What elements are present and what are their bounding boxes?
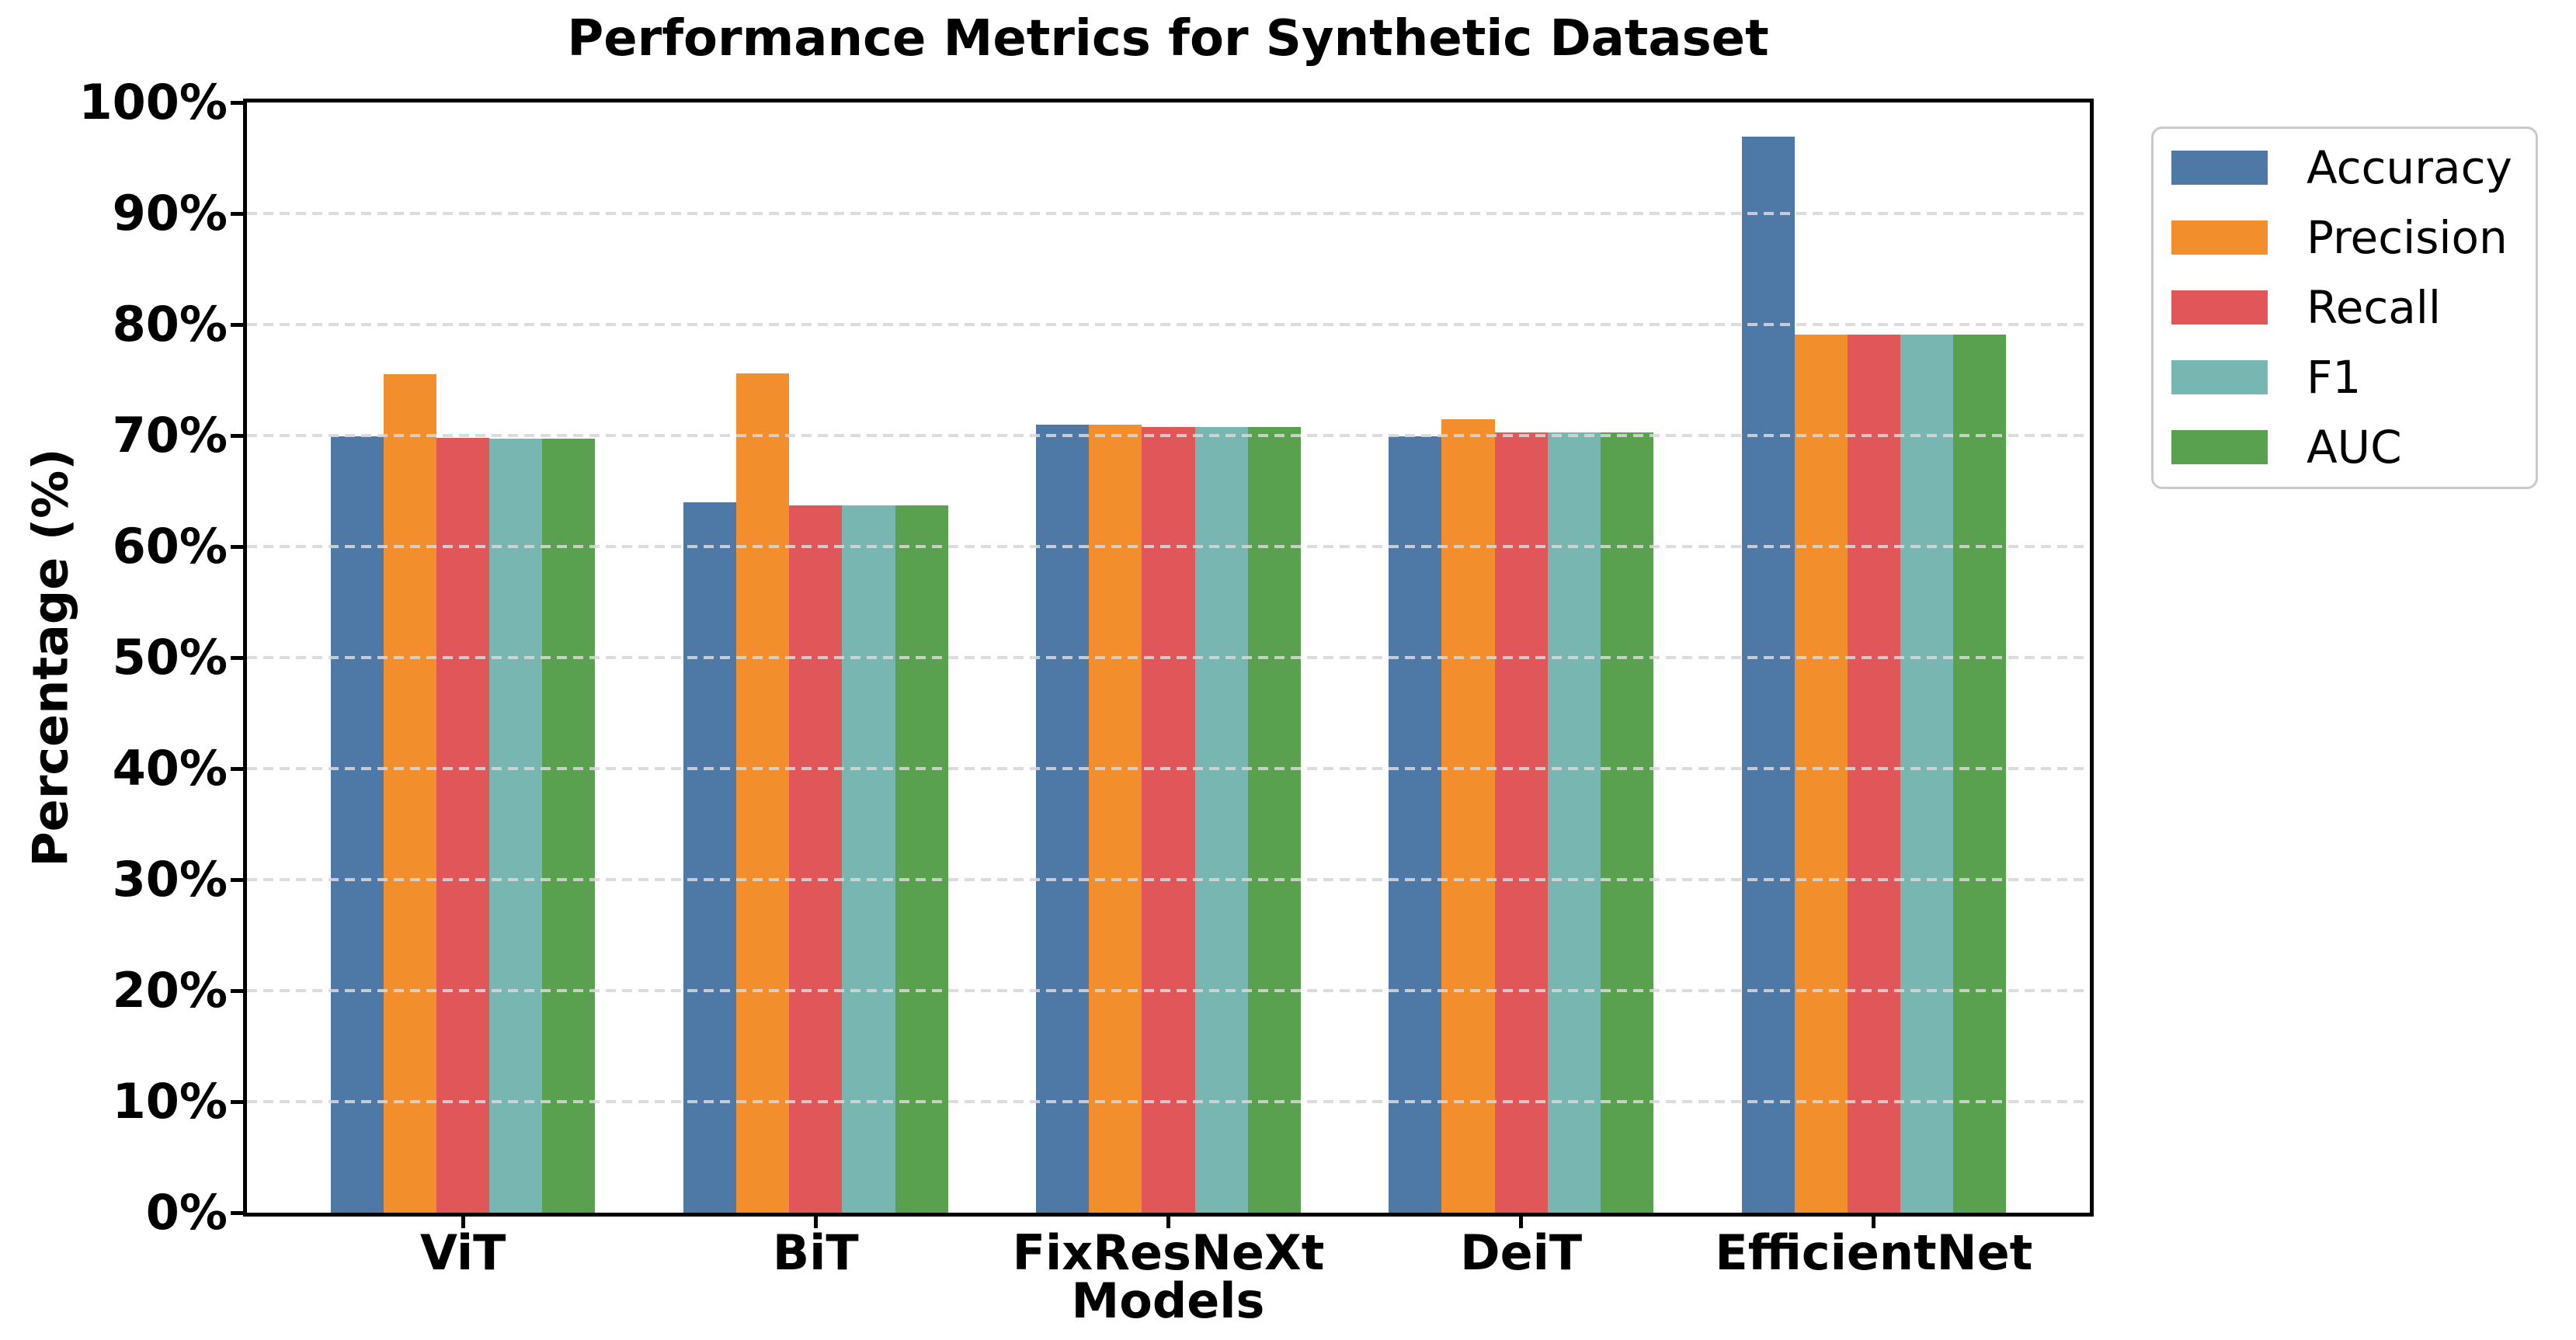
legend-swatch-auc-icon	[2171, 430, 2268, 464]
x-tick-mark-bit	[813, 1217, 818, 1228]
legend-label-f1: F1	[2307, 351, 2362, 404]
y-tick-mark-100	[231, 100, 243, 105]
bar-efficientnet-auc	[1953, 334, 2007, 1213]
y-tick-label-80: 80%	[112, 296, 228, 352]
y-tick-mark-10	[231, 1099, 243, 1104]
bar-deit-accuracy	[1389, 436, 1442, 1213]
bar-fixresnext-precision	[1089, 424, 1142, 1213]
y-tick-label-40: 40%	[112, 740, 228, 797]
legend-item-recall: Recall	[2154, 273, 2536, 342]
bar-efficientnet-precision	[1794, 334, 1848, 1213]
legend: Accuracy Precision Recall F1 AUC	[2151, 127, 2538, 489]
x-tick-mark-efficientnet	[1872, 1217, 1876, 1228]
bar-bit-f1	[842, 505, 895, 1213]
legend-swatch-f1-icon	[2171, 360, 2268, 394]
bar-deit-recall	[1494, 432, 1548, 1213]
bar-fixresnext-f1	[1194, 426, 1248, 1213]
bar-vit-recall	[436, 437, 490, 1213]
legend-swatch-recall-icon	[2171, 290, 2268, 325]
x-tick-label-deit: DeiT	[1460, 1224, 1583, 1281]
gridline-30	[247, 878, 2090, 881]
bar-efficientnet-recall	[1847, 334, 1900, 1213]
y-tick-mark-20	[231, 988, 243, 993]
gridline-50	[247, 656, 2090, 659]
legend-item-accuracy: Accuracy	[2154, 133, 2536, 203]
x-tick-label-vit: ViT	[419, 1224, 506, 1281]
x-tick-mark-deit	[1519, 1217, 1524, 1228]
y-tick-label-20: 20%	[112, 962, 228, 1019]
legend-item-auc: AUC	[2154, 412, 2536, 482]
y-tick-label-100: 100%	[78, 74, 228, 130]
bar-deit-precision	[1441, 418, 1495, 1213]
y-tick-mark-0	[231, 1210, 243, 1215]
legend-label-auc: AUC	[2307, 421, 2402, 474]
bar-bit-auc	[895, 505, 948, 1213]
bar-deit-f1	[1547, 432, 1601, 1213]
y-tick-label-60: 60%	[112, 518, 228, 575]
bar-bit-precision	[736, 373, 790, 1213]
y-tick-mark-90	[231, 211, 243, 216]
y-tick-mark-30	[231, 877, 243, 882]
y-tick-label-50: 50%	[112, 629, 228, 686]
plot-area	[247, 102, 2090, 1213]
bar-vit-precision	[383, 374, 437, 1213]
bar-vit-accuracy	[330, 436, 384, 1213]
gridline-80	[247, 323, 2090, 326]
bar-fixresnext-auc	[1247, 426, 1301, 1213]
bar-vit-f1	[489, 439, 543, 1213]
bar-bit-recall	[789, 505, 843, 1213]
bar-fixresnext-accuracy	[1036, 424, 1090, 1213]
gridline-70	[247, 434, 2090, 437]
x-tick-mark-vit	[461, 1217, 465, 1228]
chart-title: Performance Metrics for Synthetic Datase…	[567, 10, 1769, 68]
y-tick-label-70: 70%	[112, 407, 228, 463]
x-axis-label: Models	[1071, 1272, 1265, 1329]
gridline-60	[247, 545, 2090, 548]
legend-swatch-accuracy-icon	[2171, 151, 2268, 185]
gridline-40	[247, 767, 2090, 770]
gridline-90	[247, 212, 2090, 215]
y-tick-label-30: 30%	[112, 851, 228, 908]
y-tick-mark-70	[231, 433, 243, 438]
legend-swatch-precision-icon	[2171, 220, 2268, 255]
legend-item-precision: Precision	[2154, 203, 2536, 273]
bar-efficientnet-accuracy	[1741, 137, 1795, 1213]
y-tick-mark-60	[231, 544, 243, 549]
x-tick-label-bit: BiT	[772, 1224, 859, 1281]
y-tick-mark-50	[231, 655, 243, 660]
legend-item-f1: F1	[2154, 342, 2536, 412]
x-tick-mark-fixresnext	[1166, 1217, 1170, 1228]
legend-label-precision: Precision	[2307, 211, 2508, 264]
y-tick-mark-40	[231, 766, 243, 771]
legend-label-accuracy: Accuracy	[2307, 141, 2512, 194]
x-tick-label-efficientnet: EfficientNet	[1715, 1224, 2033, 1281]
y-tick-label-90: 90%	[112, 185, 228, 241]
legend-label-recall: Recall	[2307, 281, 2442, 334]
bar-bit-accuracy	[683, 502, 737, 1213]
y-tick-label-10: 10%	[112, 1073, 228, 1130]
gridline-20	[247, 989, 2090, 992]
y-tick-mark-80	[231, 322, 243, 327]
gridline-10	[247, 1100, 2090, 1103]
y-tick-label-0: 0%	[145, 1184, 228, 1241]
bar-efficientnet-f1	[1900, 334, 1953, 1213]
bar-vit-auc	[542, 439, 596, 1213]
bar-fixresnext-recall	[1142, 426, 1195, 1213]
bar-deit-auc	[1600, 432, 1653, 1213]
x-tick-label-fixresnext: FixResNeXt	[1012, 1224, 1325, 1281]
